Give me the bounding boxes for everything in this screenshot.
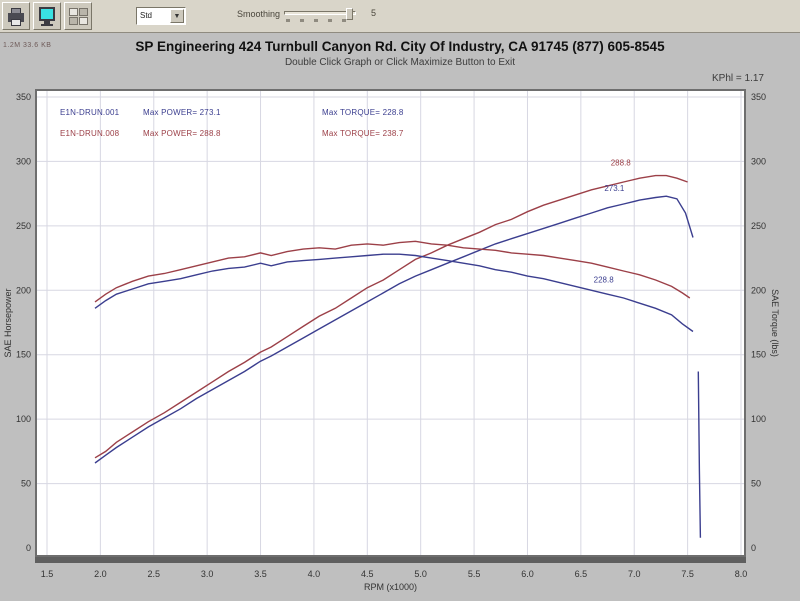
legend-run1-file: E1N-DRUN.001	[60, 108, 120, 117]
y-axis-tick-left: 100	[16, 414, 31, 424]
curve-peak-label: 273.1	[604, 184, 625, 193]
x-axis-tick: 5.5	[468, 569, 481, 579]
x-axis-tick: 6.0	[521, 569, 534, 579]
chart-subtitle: Double Click Graph or Click Maximize But…	[284, 57, 516, 68]
dyno-chart: 0 0 50 50 100 100 150 150 200 200 250 250 300 300 350 3…	[3, 89, 780, 592]
smoothing-label: Smoothing	[237, 9, 281, 19]
tile-windows-icon	[79, 17, 88, 25]
legend-run1-power: Max POWER= 273.1	[143, 108, 221, 117]
tile-windows-button[interactable]	[64, 2, 92, 30]
x-axis-tick: 1.5	[41, 569, 54, 579]
y-axis-label-right: SAE Torque (lbs)	[770, 289, 780, 357]
slider-groove	[284, 11, 356, 15]
smoothing-value: 5	[371, 8, 377, 18]
curve-run-008-horsepower	[94, 174, 688, 459]
tile-windows-icon	[79, 8, 88, 16]
x-axis-bar	[35, 557, 746, 563]
x-axis-tick: 6.5	[575, 569, 588, 579]
printer-icon	[8, 13, 24, 22]
legend-run2-power: Max POWER= 288.8	[143, 129, 221, 138]
smoothing-slider[interactable]	[284, 6, 358, 26]
chart-area: 1.2M 33.6 KB SP Engineering 424 Turnbull…	[0, 33, 800, 601]
x-axis-tick: 4.0	[308, 569, 321, 579]
x-axis-tick: 3.5	[254, 569, 267, 579]
legend-run2-torque: Max TORQUE= 238.7	[322, 129, 404, 138]
y-axis-tick-right: 200	[751, 285, 766, 295]
curve-run-008-torque	[94, 240, 691, 303]
plot-area[interactable]	[36, 90, 745, 556]
x-axis-tick: 2.5	[148, 569, 161, 579]
x-axis-tick: 7.5	[681, 569, 694, 579]
slider-thumb[interactable]	[346, 8, 353, 20]
y-axis-tick-right: 250	[751, 221, 766, 231]
correction-standard-dropdown[interactable]: Std ▼	[136, 7, 186, 25]
legend-run2-file: E1N-DRUN.008	[60, 129, 120, 138]
y-axis-tick-left: 350	[16, 92, 31, 102]
status-corner-text: 1.2M 33.6 KB	[3, 42, 52, 49]
legend-run1-torque: Max TORQUE= 228.8	[322, 108, 404, 117]
y-axis-tick-right: 300	[751, 156, 766, 166]
y-axis-tick-left: 250	[16, 221, 31, 231]
y-axis-tick-right: 150	[751, 350, 766, 360]
curve-peak-label: 228.8	[594, 276, 615, 285]
toolbar: Std ▼ Smoothing 5	[0, 0, 800, 33]
y-axis-tick-right: 100	[751, 414, 766, 424]
y-axis-tick-right: 350	[751, 92, 766, 102]
curve-run-001-horsepower	[94, 195, 694, 464]
y-axis-tick-left: 0	[26, 543, 31, 553]
curve-run-001-dropout-artifact	[697, 371, 702, 538]
x-axis-label: RPM (x1000)	[364, 582, 417, 592]
tile-windows-icon	[69, 8, 78, 16]
x-axis-tick: 3.0	[201, 569, 214, 579]
dropdown-value: Std	[140, 11, 153, 20]
x-axis-tick: 2.0	[94, 569, 107, 579]
monitor-icon	[41, 24, 53, 26]
monitor-icon	[44, 21, 50, 24]
y-axis-tick-left: 300	[16, 156, 31, 166]
monitor-icon	[41, 9, 53, 19]
graph-display-button[interactable]	[33, 2, 61, 30]
correction-factor: KPhl = 1.17	[712, 73, 764, 84]
slider-ticks	[286, 19, 356, 22]
x-axis-tick: 8.0	[735, 569, 748, 579]
print-graph-button[interactable]	[2, 2, 30, 30]
y-axis-tick-left: 50	[21, 479, 31, 489]
x-axis-tick: 5.0	[414, 569, 427, 579]
y-axis-tick-right: 0	[751, 543, 756, 553]
chevron-down-icon[interactable]: ▼	[170, 9, 184, 23]
curve-run-001-torque	[94, 253, 694, 333]
curve-peak-label: 288.8	[611, 158, 632, 167]
y-axis-label-left: SAE Horsepower	[3, 288, 13, 357]
page-title: SP Engineering 424 Turnbull Canyon Rd. C…	[135, 39, 665, 54]
plot-border	[35, 89, 746, 557]
x-axis-tick: 7.0	[628, 569, 641, 579]
tile-windows-icon	[69, 17, 78, 25]
x-axis-tick: 4.5	[361, 569, 374, 579]
y-axis-tick-left: 150	[16, 350, 31, 360]
printer-icon	[11, 19, 21, 26]
y-axis-tick-left: 200	[16, 285, 31, 295]
y-axis-tick-right: 50	[751, 479, 761, 489]
